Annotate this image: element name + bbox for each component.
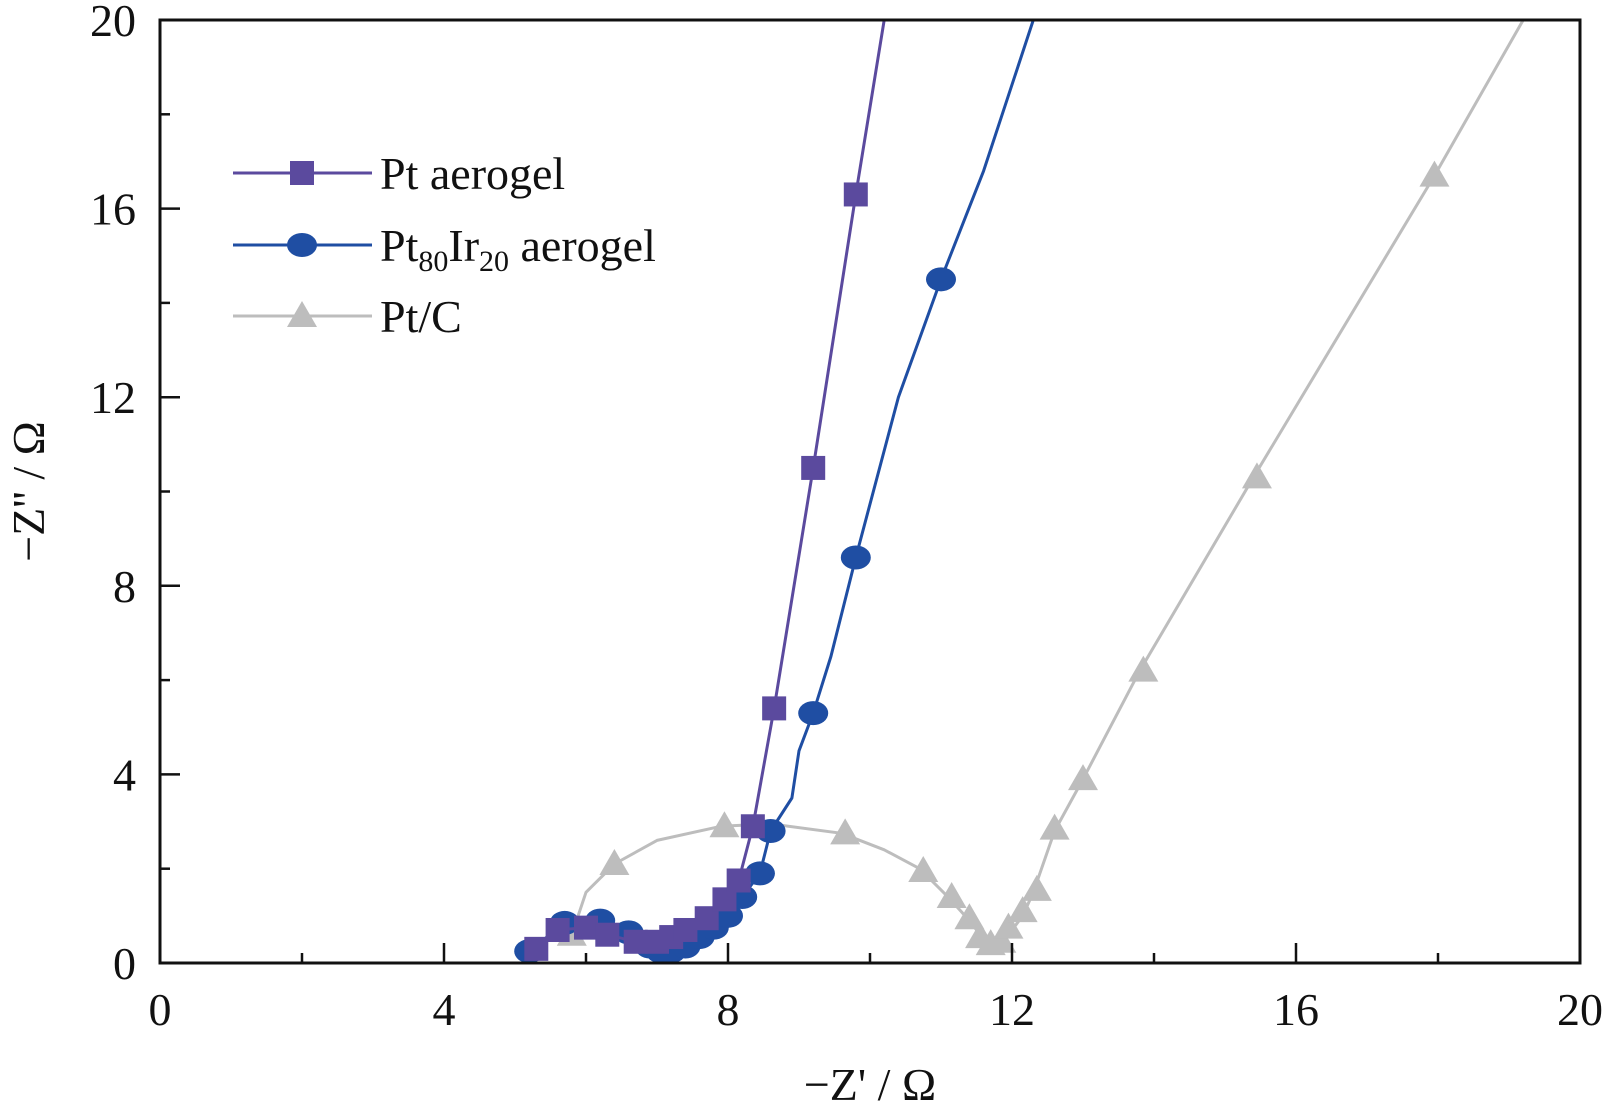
series-line	[570, 20, 1525, 951]
data-point	[623, 929, 648, 954]
data-point	[954, 903, 985, 930]
series-layer	[514, 20, 1525, 963]
legend-label: Pt aerogel	[380, 148, 565, 199]
series-1	[514, 20, 1035, 963]
data-point	[524, 936, 549, 961]
data-point	[762, 696, 787, 721]
legend-label-sub: 20	[479, 245, 509, 278]
data-point	[1021, 874, 1052, 901]
legend-item: Pt/C	[233, 291, 462, 342]
x-tick-label: 4	[433, 984, 456, 1035]
series-0	[524, 20, 886, 961]
data-point	[926, 267, 956, 292]
data-point	[574, 915, 598, 940]
data-point	[1068, 764, 1098, 791]
data-point	[986, 926, 1017, 953]
data-point	[726, 868, 751, 893]
data-point	[595, 922, 620, 947]
series-2	[556, 20, 1525, 956]
data-point	[801, 455, 826, 480]
plot-frame	[158, 18, 1582, 965]
ticks-layer: 0 4 8 12 16 20 0 4 8 12 16 20	[90, 0, 1603, 1035]
x-tick-label: 12	[989, 984, 1035, 1035]
data-point	[599, 848, 630, 875]
y-tick-label: 4	[113, 749, 136, 800]
data-point	[908, 856, 939, 883]
series-line	[528, 20, 1035, 953]
data-point	[1128, 655, 1159, 682]
x-tick-label: 0	[149, 984, 172, 1035]
legend-label-part: Ir	[448, 220, 479, 271]
data-point	[843, 182, 868, 207]
legend-label-part: aerogel	[509, 220, 656, 271]
x-axis-label: −Z' / Ω	[804, 1059, 936, 1107]
data-point	[740, 814, 765, 839]
x-tick-label: 16	[1273, 984, 1319, 1035]
y-axis-label: −Z'' / Ω	[3, 421, 54, 562]
legend-item: Pt aerogel	[233, 148, 565, 199]
data-point	[1241, 462, 1272, 489]
legend-marker	[290, 161, 314, 185]
legend-item: Pt80Ir20 aerogel	[233, 220, 656, 278]
legend-marker	[287, 301, 317, 327]
y-tick-label: 0	[113, 938, 136, 989]
data-point	[1007, 896, 1038, 923]
data-point	[1419, 160, 1450, 187]
y-tick-label: 8	[113, 561, 136, 612]
data-point	[673, 917, 698, 942]
data-point	[993, 912, 1024, 939]
data-point	[709, 811, 740, 838]
legend-marker	[287, 233, 317, 257]
data-point	[798, 701, 829, 726]
y-tick-label: 12	[90, 372, 136, 423]
data-point	[545, 917, 570, 942]
x-tick-label: 20	[1557, 984, 1603, 1035]
legend-label-sub: 80	[418, 245, 448, 278]
data-point	[830, 818, 861, 845]
legend-label: Pt/C	[380, 291, 462, 342]
data-point	[936, 881, 967, 908]
data-point	[744, 861, 775, 886]
data-point	[840, 545, 871, 570]
y-tick-label: 20	[90, 0, 136, 46]
y-tick-label: 16	[90, 184, 136, 235]
legend-label-part: Pt	[380, 220, 419, 271]
series-line	[535, 20, 886, 951]
x-tick-label: 8	[717, 984, 740, 1035]
legend-label: Pt80Ir20 aerogel	[380, 220, 656, 278]
data-point	[1039, 813, 1070, 840]
